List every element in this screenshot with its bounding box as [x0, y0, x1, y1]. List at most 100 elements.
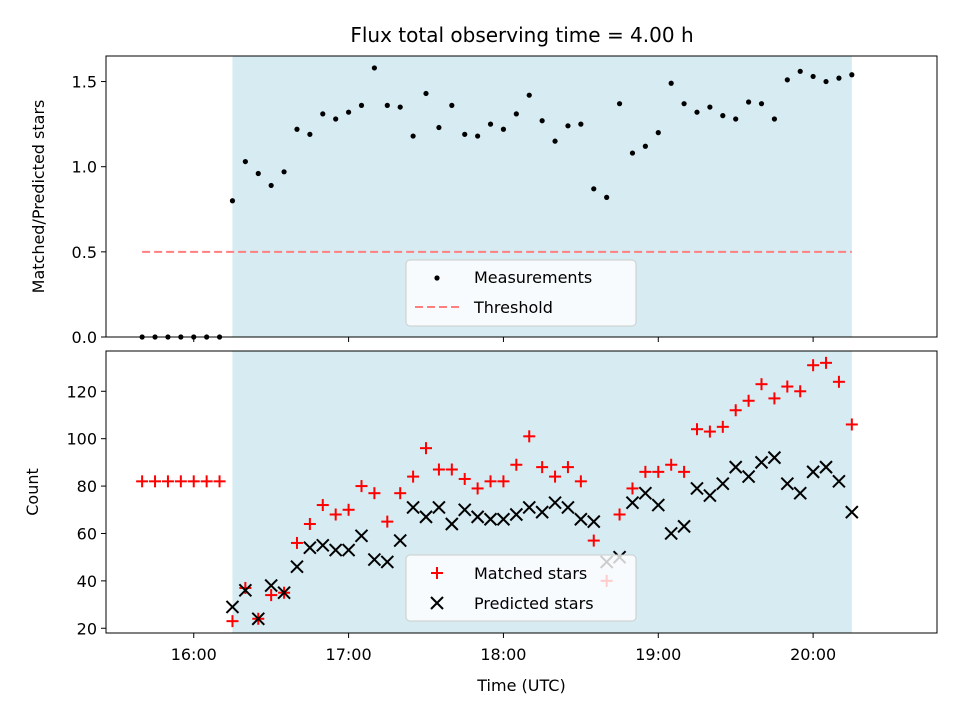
measurement-point: [849, 72, 855, 78]
top-legend-box: [405, 259, 637, 327]
predicted-star-point: [406, 500, 420, 515]
matched-star-point: [768, 392, 781, 405]
matched-star-point: [690, 423, 703, 436]
legend-predicted-marker: [430, 596, 444, 610]
bottom-ytick-label: 80: [77, 477, 97, 496]
matched-star-point: [536, 461, 549, 474]
matched-star-point: [161, 475, 174, 488]
top-ytick-label: 1.5: [72, 73, 97, 92]
predicted-star-point: [290, 559, 304, 574]
predicted-star-point: [470, 510, 485, 524]
top-panel: 0.0 0.5 1.0 1.5 Matched/Predicted stars Mea…: [29, 55, 938, 347]
predicted-star-point: [341, 543, 356, 557]
measurement-point: [565, 123, 571, 129]
bottom-axes-frame: [105, 350, 938, 634]
top-y-ticks: 0.0 0.5 1.0 1.5: [72, 73, 106, 347]
measurement-point: [449, 102, 455, 108]
matched-star-point: [794, 385, 807, 398]
predicted-star-point: [625, 495, 640, 510]
bottom-y-axis-label: Count: [23, 468, 42, 516]
measurement-point: [733, 116, 739, 122]
measurement-point: [384, 102, 390, 108]
predicted-star-point: [703, 488, 717, 503]
predicted-star-point: [445, 517, 459, 531]
predicted-star-point: [741, 469, 756, 484]
predicted-star-point: [238, 583, 253, 598]
matched-star-point: [381, 515, 394, 528]
predicted-star-point: [316, 538, 330, 553]
measurement-point: [307, 131, 313, 137]
predicted-star-point: [561, 500, 575, 515]
matched-star-point: [355, 480, 368, 493]
measurement-point: [371, 65, 377, 71]
predicted-star-point: [806, 465, 820, 479]
matched-star-point: [703, 425, 716, 438]
measurement-point: [294, 126, 300, 132]
measurement-point: [578, 121, 584, 127]
legend-predicted-label: Predicted stars: [474, 594, 594, 613]
matched-star-point: [213, 475, 226, 488]
matched-star-point: [587, 534, 600, 547]
measurement-point: [552, 138, 558, 144]
measurement-point: [462, 131, 468, 137]
measurement-point: [345, 109, 352, 115]
measurement-point: [668, 80, 674, 86]
predicted-star-point: [225, 600, 240, 614]
predicted-star-point: [419, 510, 433, 524]
matched-star-point: [265, 589, 278, 602]
predicted-star-point: [277, 586, 291, 600]
predicted-star-point: [728, 460, 743, 474]
predicted-star-point: [690, 481, 704, 496]
bottom-ytick-label: 100: [66, 430, 97, 449]
bottom-xtick-label: 17:00: [326, 645, 372, 664]
matched-star-point: [394, 487, 407, 500]
predicted-star-point: [354, 529, 369, 543]
bottom-ytick-label: 20: [77, 619, 97, 638]
predicted-star-point: [664, 526, 678, 541]
bottom-xtick-label: 20:00: [790, 645, 836, 664]
top-ytick-label: 0.5: [72, 243, 97, 262]
legend-measurement-marker: [434, 275, 440, 281]
matched-star-point: [639, 465, 652, 478]
predicted-star-point: [380, 555, 395, 569]
matched-star-point: [432, 463, 445, 476]
predicted-star-point: [677, 519, 691, 534]
predicted-star-point: [522, 500, 536, 515]
bottom-legend: Matched stars Predicted stars: [405, 554, 637, 622]
measurement-point: [681, 101, 687, 107]
matched-star-point: [290, 536, 303, 549]
matched-star-point: [781, 380, 794, 393]
measurement-point: [268, 182, 274, 189]
measurement-point: [320, 111, 326, 117]
predicted-star-point: [819, 460, 833, 474]
measurement-point: [746, 99, 752, 105]
bottom-xtick-label: 19:00: [635, 645, 681, 664]
measurement-points: [139, 65, 855, 340]
bottom-xtick-label: 16:00: [171, 645, 217, 664]
measurement-point: [694, 109, 700, 115]
matched-star-point: [445, 463, 458, 476]
predicted-star-points: [225, 450, 859, 626]
matched-star-point: [652, 465, 665, 478]
measurement-point: [823, 78, 829, 85]
measurement-point: [707, 104, 713, 110]
measurement-point: [642, 143, 648, 149]
matched-star-point: [407, 470, 420, 483]
predicted-star-point: [754, 455, 769, 470]
matched-star-point: [510, 458, 523, 471]
bottom-xtick-label: 18:00: [480, 645, 526, 664]
matched-star-point: [574, 475, 587, 488]
matched-star-point: [136, 475, 149, 488]
measurement-point: [539, 118, 545, 124]
measurement-point: [616, 101, 623, 107]
top-ytick-label: 1.0: [72, 158, 97, 177]
matched-star-point: [742, 394, 755, 407]
matched-star-point: [458, 472, 471, 485]
matched-star-point: [149, 475, 162, 488]
matched-star-point: [497, 475, 510, 488]
measurement-point: [487, 121, 494, 127]
legend-matched-label: Matched stars: [474, 564, 587, 583]
bottom-x-ticks: 16:00 17:00 18:00 19:00 20:00: [171, 633, 836, 664]
matched-star-point: [484, 475, 497, 488]
